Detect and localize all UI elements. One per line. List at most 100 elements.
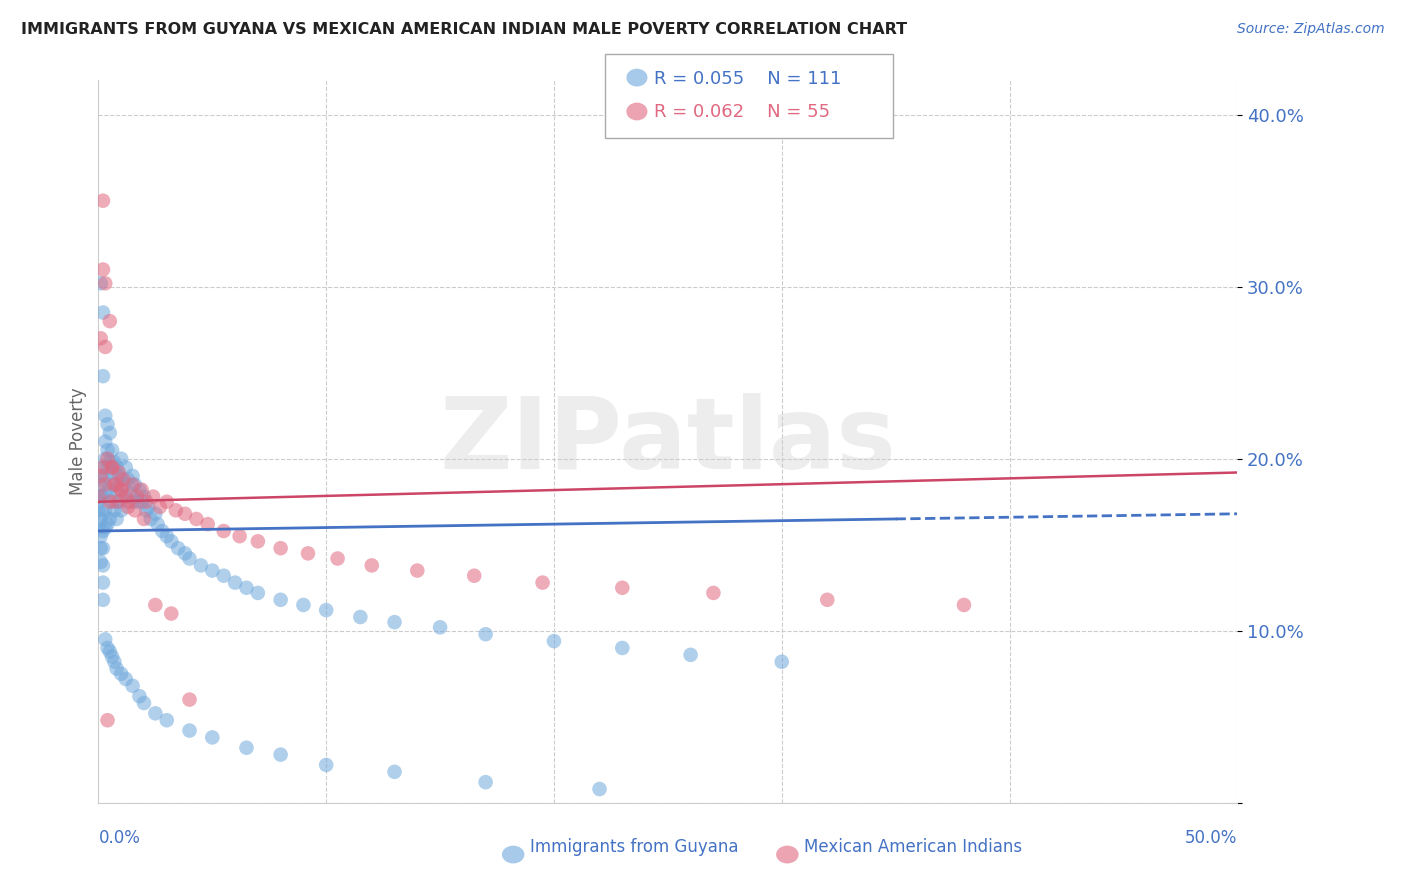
Point	[91, 507, 114, 521]
Point	[98, 314, 121, 328]
Point	[117, 472, 139, 486]
Point	[108, 466, 131, 480]
Point	[90, 529, 112, 543]
Point	[87, 490, 110, 504]
Point	[105, 483, 128, 497]
Point	[131, 494, 153, 508]
Point	[103, 455, 125, 469]
Point	[108, 494, 131, 508]
Point	[94, 451, 117, 466]
Point	[815, 592, 838, 607]
Point	[94, 632, 117, 647]
Point	[101, 460, 124, 475]
Point	[91, 558, 114, 573]
Point	[297, 546, 319, 560]
Point	[91, 575, 114, 590]
Point	[101, 460, 124, 475]
Point	[270, 747, 292, 762]
Point	[91, 305, 114, 319]
Point	[105, 512, 128, 526]
Point	[121, 494, 143, 508]
Point	[110, 483, 132, 497]
Point	[101, 649, 124, 664]
Point	[94, 477, 117, 491]
Point	[246, 534, 269, 549]
Point	[110, 483, 132, 497]
Point	[384, 615, 406, 630]
Point	[612, 581, 634, 595]
Point	[110, 503, 132, 517]
Text: R = 0.055    N = 111: R = 0.055 N = 111	[654, 70, 841, 87]
Y-axis label: Male Poverty: Male Poverty	[69, 388, 87, 495]
Point	[186, 512, 208, 526]
Point	[121, 679, 143, 693]
Point	[228, 529, 250, 543]
Point	[139, 512, 162, 526]
Point	[110, 451, 132, 466]
Point	[91, 369, 114, 384]
Point	[190, 558, 212, 573]
Point	[90, 490, 112, 504]
Point	[235, 740, 257, 755]
Point	[174, 546, 197, 560]
Text: Mexican American Indians: Mexican American Indians	[804, 838, 1022, 856]
Point	[110, 472, 132, 486]
Point	[96, 451, 118, 466]
Point	[156, 529, 179, 543]
Point	[96, 417, 118, 432]
Point	[96, 460, 118, 475]
Point	[114, 490, 136, 504]
Point	[128, 483, 150, 497]
Point	[156, 494, 179, 508]
Point	[103, 477, 125, 491]
Point	[114, 672, 136, 686]
Point	[112, 472, 135, 486]
Point	[124, 503, 146, 517]
Point	[543, 634, 565, 648]
Point	[98, 425, 121, 440]
Point	[114, 460, 136, 475]
Point	[212, 524, 235, 538]
Point	[384, 764, 406, 779]
Point	[91, 592, 114, 607]
Point	[179, 551, 201, 566]
Point	[105, 494, 128, 508]
Point	[105, 460, 128, 475]
Point	[160, 607, 183, 621]
Point	[101, 443, 124, 458]
Point	[96, 517, 118, 532]
Point	[103, 503, 125, 517]
Point	[531, 575, 554, 590]
Point	[91, 490, 114, 504]
Point	[114, 490, 136, 504]
Point	[87, 503, 110, 517]
Point	[145, 507, 167, 521]
Point	[315, 603, 337, 617]
Text: IMMIGRANTS FROM GUYANA VS MEXICAN AMERICAN INDIAN MALE POVERTY CORRELATION CHART: IMMIGRANTS FROM GUYANA VS MEXICAN AMERIC…	[21, 22, 907, 37]
Point	[91, 541, 114, 556]
Point	[146, 517, 169, 532]
Point	[127, 494, 149, 508]
Point	[135, 503, 157, 517]
Point	[127, 490, 149, 504]
Point	[96, 443, 118, 458]
Text: Immigrants from Guyana: Immigrants from Guyana	[530, 838, 738, 856]
Point	[91, 194, 114, 208]
Point	[91, 262, 114, 277]
Point	[201, 564, 224, 578]
Point	[612, 640, 634, 655]
Point	[167, 541, 190, 556]
Point	[292, 598, 315, 612]
Point	[87, 520, 110, 534]
Point	[117, 500, 139, 514]
Point	[156, 713, 179, 727]
Point	[98, 494, 121, 508]
Point	[174, 507, 197, 521]
Point	[679, 648, 702, 662]
Point	[429, 620, 451, 634]
Text: R = 0.062    N = 55: R = 0.062 N = 55	[654, 103, 830, 120]
Point	[98, 644, 121, 658]
Point	[90, 512, 112, 526]
Point	[96, 640, 118, 655]
Point	[132, 512, 155, 526]
